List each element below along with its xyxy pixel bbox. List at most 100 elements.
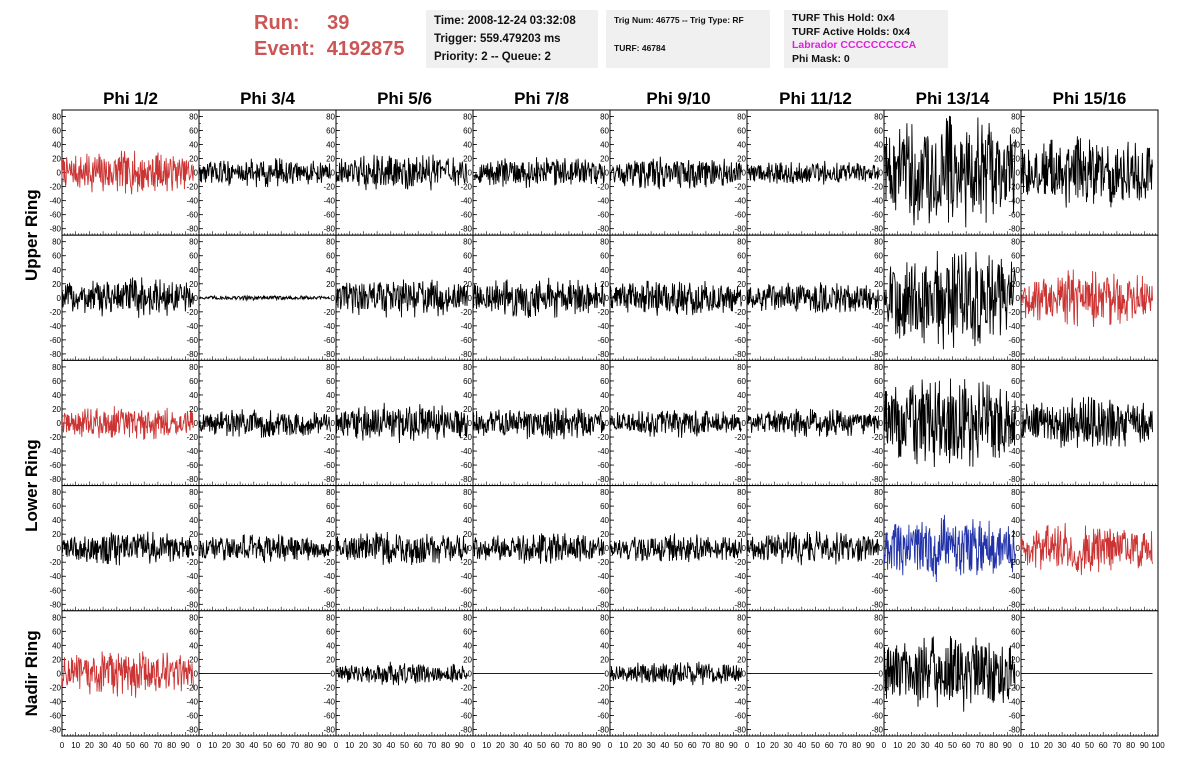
y-tick-label: 0 (1016, 669, 1021, 678)
y-tick-label: 20 (737, 530, 746, 539)
y-tick-label: 80 (463, 238, 472, 247)
y-tick-label: -60 (597, 586, 609, 595)
y-tick-label: 20 (326, 530, 335, 539)
waveform-trace (198, 158, 331, 188)
x-tick-label: 20 (222, 741, 231, 750)
y-tick-label: 40 (600, 391, 609, 400)
y-tick-label: 40 (326, 266, 335, 275)
x-tick-label: 90 (729, 741, 738, 750)
y-tick-label: -40 (871, 322, 883, 331)
x-tick-label: 70 (1112, 741, 1121, 750)
y-tick-label: 60 (737, 252, 746, 261)
run-label: Run: (254, 12, 300, 34)
y-tick-label: 20 (326, 280, 335, 289)
y-tick-label: 20 (874, 155, 883, 164)
y-tick-label: 80 (600, 363, 609, 372)
y-tick-label: 0 (742, 169, 747, 178)
x-tick-label: 0 (334, 741, 339, 750)
y-tick-label: 80 (326, 488, 335, 497)
y-tick-label: 60 (737, 627, 746, 636)
y-tick-label: -80 (323, 475, 335, 484)
y-tick-label: 60 (463, 252, 472, 261)
y-tick-label: -80 (186, 225, 198, 234)
y-tick-label: -80 (871, 475, 883, 484)
x-tick-label: 0 (882, 741, 887, 750)
y-tick-label: -40 (186, 697, 198, 706)
waveform-trace (61, 150, 194, 195)
y-tick-label: 60 (189, 127, 198, 136)
y-tick-label: 20 (189, 405, 198, 414)
x-tick-label: 50 (1085, 741, 1094, 750)
y-tick-label: 80 (189, 113, 198, 122)
waveform-panel: -80 -60 -40 -20 0 20 40 60 80 (1008, 234, 1159, 361)
waveform-trace (609, 156, 742, 190)
x-tick-label: 30 (921, 741, 930, 750)
waveform-trace (746, 282, 879, 313)
y-tick-label: 40 (326, 391, 335, 400)
y-tick-label: -60 (597, 711, 609, 720)
y-tick-label: -20 (49, 308, 61, 317)
y-tick-label: 60 (326, 627, 335, 636)
y-tick-label: 40 (463, 516, 472, 525)
x-tick-label: 0 (608, 741, 613, 750)
waveform-trace (472, 157, 605, 189)
y-tick-label: -60 (597, 211, 609, 220)
waveform-panel: -80 -60 -40 -20 0 20 40 60 80 (734, 359, 885, 487)
y-tick-label: 80 (874, 238, 883, 247)
x-tick-label: 90 (866, 741, 875, 750)
y-tick-label: 20 (874, 530, 883, 539)
y-tick-label: 80 (1011, 488, 1020, 497)
y-tick-label: 80 (737, 363, 746, 372)
y-tick-label: 0 (57, 669, 62, 678)
column-label: Phi 5/6 (377, 89, 432, 108)
waveform-trace (198, 409, 331, 438)
x-tick-label: 70 (564, 741, 573, 750)
x-tick-label: 40 (660, 741, 669, 750)
waveform-panel: -80 -60 -40 -20 0 20 40 60 80 (186, 610, 337, 737)
x-tick-label: 40 (249, 741, 258, 750)
y-tick-label: 20 (463, 530, 472, 539)
y-tick-label: -40 (734, 572, 746, 581)
y-tick-label: -60 (186, 336, 198, 345)
y-tick-label: -80 (597, 475, 609, 484)
x-tick-label: 90 (1140, 741, 1149, 750)
y-tick-label: 20 (737, 405, 746, 414)
x-tick-label: 10 (345, 741, 354, 750)
y-tick-label: -20 (186, 433, 198, 442)
y-tick-label: 20 (463, 155, 472, 164)
x-tick-label: 70 (975, 741, 984, 750)
y-tick-label: -80 (734, 225, 746, 234)
y-tick-label: -40 (49, 447, 61, 456)
waveform-panel: -80 -60 -40 -20 0 20 40 60 80 (323, 109, 474, 236)
x-tick-label: 80 (1126, 741, 1135, 750)
y-tick-label: -80 (323, 225, 335, 234)
y-tick-label: 80 (1011, 238, 1020, 247)
y-tick-label: 0 (879, 669, 884, 678)
y-tick-label: -60 (186, 461, 198, 470)
y-tick-label: -20 (734, 308, 746, 317)
y-tick-label: -40 (460, 197, 472, 206)
column-label: Phi 13/14 (916, 89, 990, 108)
event-line: Event: 4192875 (254, 36, 405, 62)
y-tick-label: 60 (737, 377, 746, 386)
run-event-header: Run: 39 Event: 4192875 (254, 10, 405, 62)
y-tick-label: 80 (52, 613, 61, 622)
y-tick-label: -80 (49, 350, 61, 359)
y-tick-label: 20 (189, 280, 198, 289)
x-tick-label: 40 (386, 741, 395, 750)
waveform-panel: -80 -60 -40 -20 0 20 40 60 80 (597, 359, 748, 487)
waveform-panel: -80 -60 -40 -20 0 20 40 60 80 (460, 109, 611, 236)
waveform-trace (198, 294, 331, 302)
x-tick-label: 40 (112, 741, 121, 750)
x-tick-label: 30 (373, 741, 382, 750)
y-tick-label: -80 (734, 350, 746, 359)
waveform-panels: -80 -60 -40 -20 0 20 40 60 80 -80 -60 -40 -20 0 20 40 60… (49, 109, 1159, 737)
y-tick-label: 60 (874, 127, 883, 136)
waveform-panel: -80 -60 -40 -20 0 20 40 60 80 (597, 610, 748, 737)
waveform-panel: -80 -60 -40 -20 0 20 40 60 80 (323, 234, 474, 361)
x-tick-label: 90 (455, 741, 464, 750)
y-tick-label: -60 (734, 336, 746, 345)
y-tick-label: 40 (1011, 516, 1020, 525)
y-tick-label: -80 (1008, 225, 1020, 234)
x-tick-label: 10 (1030, 741, 1039, 750)
